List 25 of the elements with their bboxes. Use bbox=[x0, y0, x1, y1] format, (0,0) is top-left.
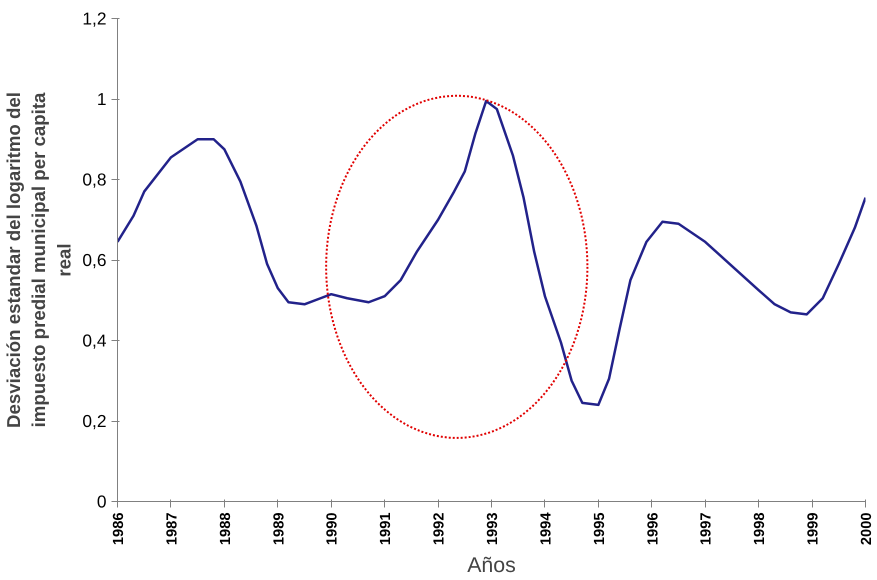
x-tick-label: 1994 bbox=[538, 512, 554, 546]
x-tick-label: 1988 bbox=[218, 512, 234, 546]
x-tick-label: 1991 bbox=[378, 512, 394, 546]
y-tick-label: 0 bbox=[96, 492, 107, 512]
y-axis-title: Desviación estandar del logaritmo del impuesto predial municipal per capita real bbox=[3, 92, 74, 428]
x-tick-label: 1995 bbox=[592, 512, 608, 546]
y-tick-label: 1 bbox=[96, 89, 107, 109]
y-tick-label: 0,2 bbox=[82, 411, 107, 431]
x-tick-label: 1989 bbox=[271, 512, 288, 546]
x-tick-label: 1993 bbox=[485, 512, 501, 546]
x-tick-label: 2000 bbox=[859, 512, 875, 546]
x-tick-label: 1999 bbox=[806, 512, 822, 546]
x-tick-label: 1997 bbox=[698, 512, 715, 546]
x-axis-title: Años bbox=[467, 553, 516, 578]
x-tick-label: 1987 bbox=[164, 512, 180, 546]
x-tick-label: 1998 bbox=[752, 512, 768, 546]
y-tick-label: 0,6 bbox=[82, 250, 107, 270]
y-tick-label: 0,8 bbox=[82, 170, 107, 190]
x-tick-label: 1992 bbox=[432, 512, 448, 546]
y-tick-label: 0,4 bbox=[82, 330, 107, 350]
y-tick-label: 1,2 bbox=[82, 8, 107, 28]
x-tick-label: 1996 bbox=[645, 512, 662, 546]
line-series bbox=[118, 100, 866, 406]
x-tick-label: 1990 bbox=[324, 512, 341, 546]
x-tick-label: 1986 bbox=[111, 512, 127, 546]
